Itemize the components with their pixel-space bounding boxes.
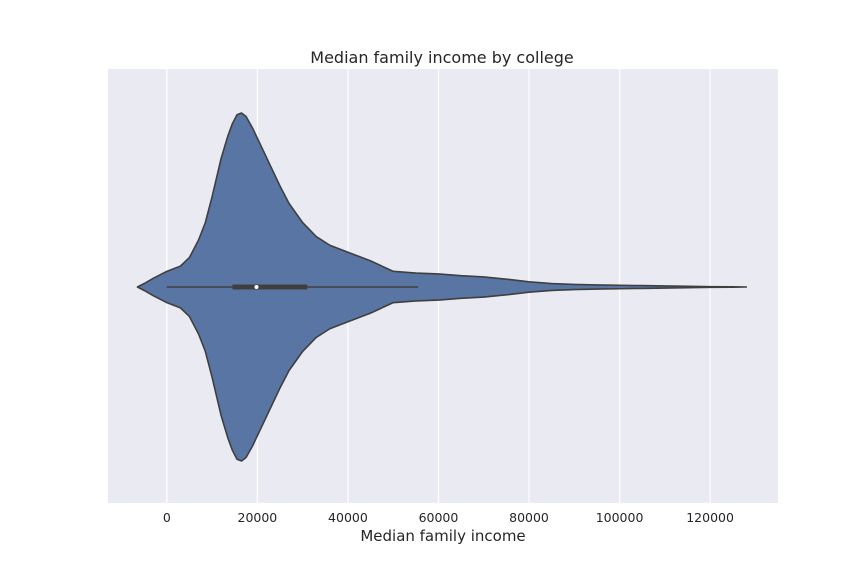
violin-body [136, 112, 748, 462]
x-tick-label: 20000 [238, 510, 278, 525]
chart-title: Median family income by college [310, 48, 573, 67]
box-iqr [232, 284, 308, 290]
x-axis-label: Median family income [360, 527, 525, 545]
x-tick-labels: 0 20000 40000 60000 80000 100000 120000 [163, 510, 734, 525]
x-tick-label: 80000 [509, 510, 549, 525]
x-tick-label: 60000 [419, 510, 459, 525]
box-median [254, 285, 259, 289]
x-tick-label: 40000 [328, 510, 368, 525]
x-tick-label: 100000 [596, 510, 644, 525]
x-tick-label: 120000 [686, 510, 734, 525]
x-tick-label: 0 [163, 510, 171, 525]
